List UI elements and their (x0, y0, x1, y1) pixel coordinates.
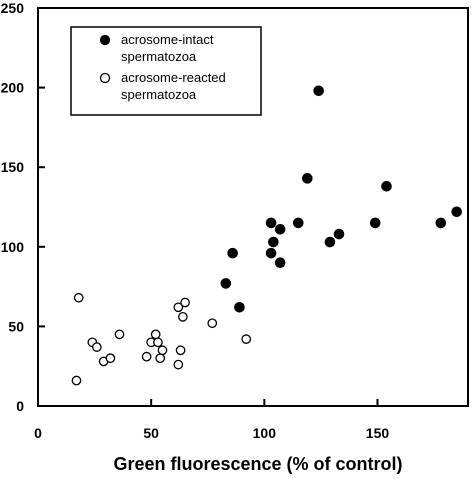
x-tick-label: 150 (366, 425, 390, 441)
y-tick-label: 150 (1, 159, 25, 175)
reacted-data-point (207, 318, 218, 329)
x-tick-label: 100 (253, 425, 277, 441)
intact-data-point (369, 217, 381, 229)
y-tick-label: 0 (16, 398, 24, 414)
intact-data-point (274, 223, 286, 235)
reacted-data-point (71, 375, 82, 386)
intact-data-point (268, 236, 279, 248)
reacted-data-point (150, 329, 161, 340)
intact-data-point (324, 236, 336, 248)
plot-frame (37, 7, 469, 407)
intact-data-point (234, 301, 245, 313)
x-tick-label: 50 (143, 425, 159, 441)
intact-data-point (227, 247, 238, 259)
intact-data-point (435, 217, 447, 229)
intact-data-point (220, 278, 232, 289)
reacted-data-point (173, 302, 184, 313)
intact-data-point (451, 206, 462, 218)
intact-data-point (265, 247, 277, 259)
reacted-data-point (105, 353, 116, 364)
reacted-data-point (114, 329, 125, 340)
legend-label: acrosome-intact (121, 32, 214, 47)
legend-marker-intact (99, 34, 111, 46)
intact-data-point (292, 217, 304, 229)
x-axis-title: Green fluorescence (% of control) (113, 454, 402, 474)
reacted-data-point (157, 345, 168, 356)
reacted-data-point (180, 297, 190, 308)
reacted-data-point (177, 311, 188, 322)
legend-label: acrosome-reacted (121, 70, 226, 85)
reacted-data-point (141, 351, 152, 362)
intact-data-point (265, 217, 277, 229)
y-tick-label: 100 (1, 239, 25, 255)
y-tick-label: 50 (8, 318, 24, 334)
intact-data-point (302, 173, 313, 184)
reacted-data-point (175, 345, 186, 356)
y-tick-label: 250 (1, 0, 25, 16)
reacted-data-point (173, 359, 184, 370)
intact-data-point (274, 257, 286, 269)
y-tick-label: 200 (1, 80, 25, 96)
intact-data-point (313, 85, 324, 97)
legend-label: spermatozoa (121, 87, 197, 102)
reacted-data-point (153, 337, 163, 348)
reacted-data-point (241, 334, 252, 344)
x-tick-label: 0 (34, 425, 42, 441)
reacted-data-point (155, 353, 166, 364)
intact-data-point (381, 181, 392, 192)
intact-data-point (333, 228, 345, 240)
legend-label: spermatozoa (121, 49, 197, 64)
reacted-data-point (73, 292, 84, 303)
legend-marker-reacted (99, 72, 111, 84)
reacted-data-point (91, 342, 102, 352)
